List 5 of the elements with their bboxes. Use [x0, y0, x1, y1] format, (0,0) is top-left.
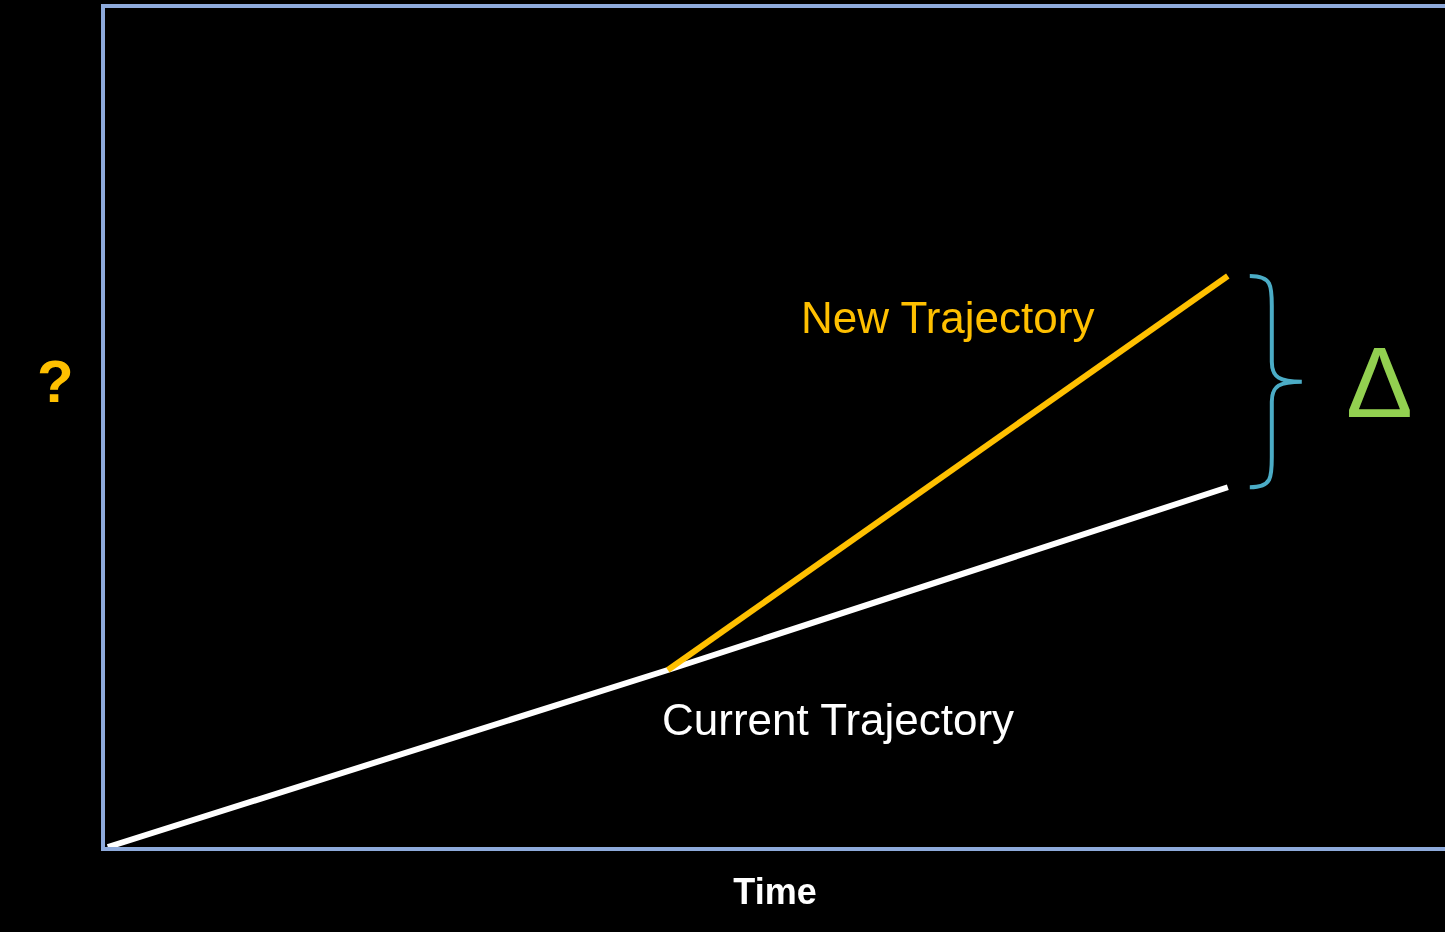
annotation: Δ	[1346, 326, 1413, 438]
x-axis-title: Time	[733, 871, 817, 913]
series-label: New Trajectory	[801, 293, 1095, 342]
y-axis-title: ?	[37, 348, 74, 415]
series-label: Current Trajectory	[662, 695, 1015, 744]
